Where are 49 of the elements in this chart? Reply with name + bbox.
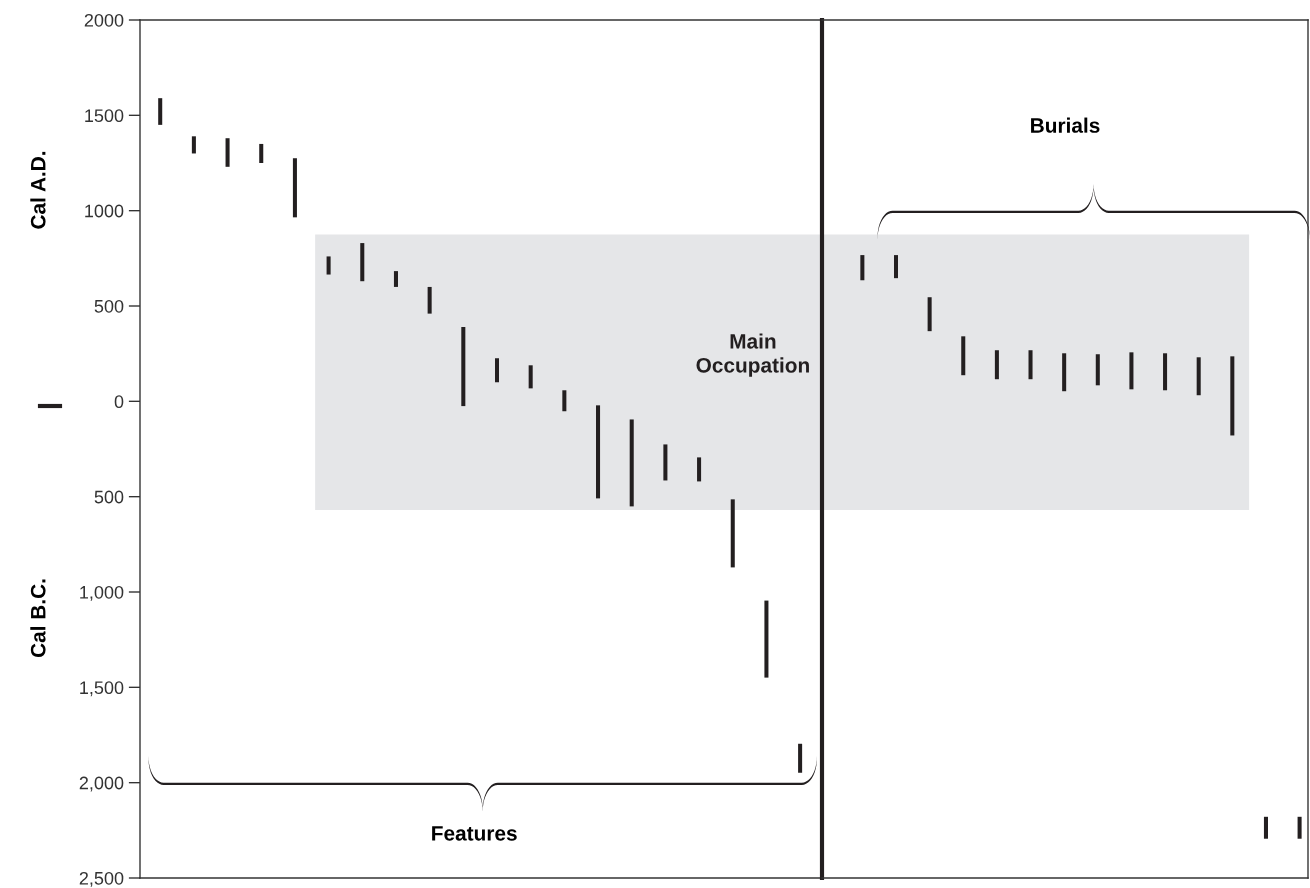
y-tick-label: 0 [114, 395, 124, 409]
text: Cal B.C. [30, 579, 46, 658]
bar [697, 457, 702, 482]
annotation: Features [432, 826, 517, 841]
y-axis-title: Cal A.D. [30, 151, 46, 229]
bar [994, 350, 999, 380]
bar [764, 600, 769, 678]
bar [494, 358, 500, 383]
bar [562, 390, 567, 412]
bar [927, 297, 932, 332]
bar [292, 158, 297, 218]
y-tick-label: 2,500 [79, 871, 124, 887]
bar [393, 271, 398, 287]
bar [629, 419, 634, 507]
bar [225, 138, 230, 167]
y-tick-label: 1,500 [80, 681, 124, 697]
bar [1129, 352, 1134, 390]
bar [259, 143, 264, 163]
bar [663, 444, 668, 481]
bar [1297, 816, 1302, 839]
bar [461, 326, 466, 407]
y-tick-label: 1,000 [80, 585, 124, 601]
bar [326, 256, 331, 275]
y-tick-label: 1500 [85, 109, 124, 123]
bar [528, 365, 533, 389]
bar [1095, 354, 1100, 386]
bar [893, 255, 899, 279]
bar [596, 405, 601, 499]
bar [360, 243, 365, 282]
bar [427, 286, 432, 314]
bar [1230, 356, 1235, 436]
bar [860, 255, 865, 281]
y-tick-label: 2,000 [79, 776, 124, 792]
y-tick-label: 500 [94, 299, 124, 313]
bar [1163, 353, 1168, 391]
bar [1263, 816, 1268, 839]
bar [158, 98, 163, 125]
bar [798, 743, 803, 773]
bar [191, 136, 196, 154]
y-tick-label: 500 [94, 490, 124, 504]
bar [730, 499, 735, 568]
band-label: Main Occupation [696, 333, 809, 377]
bar [1062, 353, 1067, 392]
bar [961, 336, 966, 376]
y-tick-label: 1000 [85, 204, 124, 218]
bar [1028, 350, 1033, 380]
annotation: Burials [1031, 117, 1100, 133]
bar [1196, 357, 1201, 396]
y-tick-label: 2000 [84, 13, 124, 27]
